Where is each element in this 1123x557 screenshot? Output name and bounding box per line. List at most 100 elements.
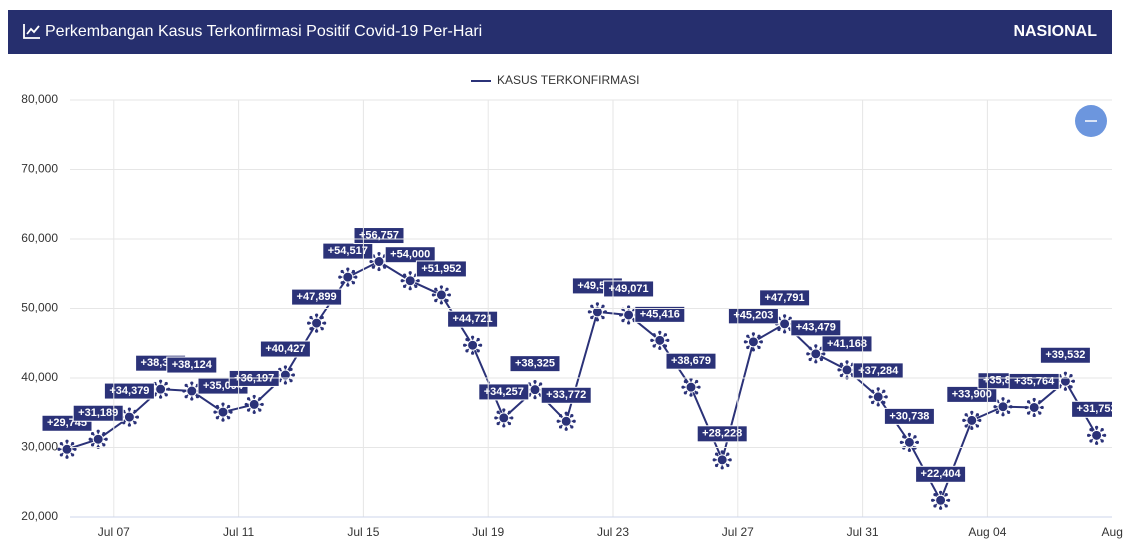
marker-spike-tip: [757, 334, 761, 338]
data-label-box: [759, 289, 811, 307]
data-label-box: [946, 385, 998, 403]
data-label: +47,899: [297, 291, 337, 303]
marker-spike-tip: [408, 271, 412, 275]
marker-spike-tip: [590, 315, 594, 320]
marker-spike-tip: [502, 408, 506, 412]
marker-spike-tip: [1089, 428, 1093, 432]
marker-spike-tip: [939, 490, 943, 494]
marker-spike-tip: [695, 391, 699, 395]
marker-body: [623, 309, 635, 321]
marker-spike-tip: [621, 319, 625, 323]
marker-body: [279, 369, 291, 381]
y-tick-label: 40,000: [21, 370, 58, 384]
marker-body: [997, 401, 1009, 413]
marker-body: [155, 383, 167, 395]
marker-spike-tip: [746, 345, 750, 350]
marker-spike-tip: [839, 373, 843, 378]
marker-body: [311, 317, 323, 329]
marker-spike-tip: [434, 287, 438, 291]
marker-spike-tip: [978, 418, 982, 422]
marker-body: [654, 334, 666, 346]
marker-body: [404, 275, 416, 287]
marker-spike-tip: [252, 410, 256, 415]
header-icon: [23, 24, 40, 39]
marker-spike-tip: [439, 285, 443, 289]
marker-spike-tip: [1063, 371, 1067, 375]
data-label-box: [1071, 400, 1112, 418]
marker-spike-tip: [1038, 411, 1042, 415]
virus-marker: [494, 408, 514, 428]
marker-spike-tip: [1095, 425, 1099, 429]
data-label: +45,416: [640, 308, 680, 320]
data-label-box: [696, 425, 748, 443]
marker-spike-tip: [260, 402, 264, 407]
marker-spike-tip: [590, 304, 594, 308]
marker-spike-tip: [90, 431, 95, 436]
marker-spike-tip: [814, 360, 818, 364]
y-tick-label: 70,000: [21, 162, 58, 176]
marker-spike-tip: [502, 424, 506, 428]
marker-spike-tip: [751, 348, 756, 352]
marker-spike-tip: [246, 397, 251, 401]
x-tick-label: Jul 27: [722, 525, 754, 539]
marker-spike-tip: [1069, 385, 1073, 389]
marker-spike-tip: [558, 425, 563, 429]
virus-marker: [244, 394, 264, 415]
marker-spike-tip: [837, 368, 841, 372]
marker-spike-tip: [351, 281, 356, 285]
marker-spike-tip: [899, 440, 904, 444]
marker-spike-tip: [510, 416, 514, 420]
marker-spike-tip: [663, 344, 668, 348]
data-label: +45,203: [733, 310, 773, 322]
marker-spike-tip: [663, 333, 668, 337]
marker-spike-tip: [184, 383, 188, 387]
marker-body: [1059, 375, 1071, 387]
data-label-box: [852, 362, 904, 380]
data-label-box: [103, 382, 155, 400]
marker-spike-tip: [258, 408, 262, 412]
marker-spike-tip: [1032, 413, 1036, 418]
data-label-box: [915, 465, 967, 483]
marker-body: [123, 411, 135, 423]
marker-spike-tip: [479, 343, 483, 347]
marker-spike-tip: [402, 273, 407, 277]
data-label: +54,517: [328, 245, 368, 257]
marker-spike-tip: [822, 352, 826, 356]
marker-spike-tip: [913, 446, 917, 450]
marker-body: [467, 339, 479, 351]
marker-spike-tip: [697, 385, 701, 389]
marker-spike-tip: [931, 498, 935, 502]
data-label: +44,721: [453, 313, 493, 325]
marker-spike-tip: [400, 279, 404, 283]
marker-spike-tip: [1009, 405, 1013, 409]
marker-spike-tip: [73, 447, 77, 451]
marker-spike-tip: [777, 327, 781, 332]
marker-spike-tip: [434, 298, 438, 303]
marker-spike-tip: [587, 310, 592, 314]
data-label-box: [603, 280, 655, 298]
marker-spike-tip: [289, 367, 293, 371]
data-label-box: [665, 352, 717, 370]
marker-spike-tip: [907, 448, 912, 452]
marker-spike-tip: [320, 327, 324, 331]
marker-spike-tip: [533, 380, 537, 384]
virus-marker: [338, 267, 358, 287]
marker-spike-tip: [788, 316, 792, 320]
marker-spike-tip: [902, 435, 906, 439]
marker-spike-tip: [71, 453, 75, 457]
data-label: +49,071: [609, 283, 649, 295]
marker-spike-tip: [1095, 441, 1099, 445]
marker-spike-tip: [465, 349, 469, 353]
marker-spike-tip: [1001, 413, 1005, 417]
marker-spike-tip: [315, 329, 319, 333]
marker-body: [1091, 429, 1103, 441]
marker-body: [903, 436, 915, 448]
marker-spike-tip: [59, 453, 63, 457]
marker-spike-tip: [962, 418, 966, 422]
legend-label: KASUS TERKONFIRMASI: [497, 73, 639, 87]
data-label: +34,379: [109, 385, 149, 397]
marker-spike-tip: [291, 373, 295, 377]
data-label-box: [634, 305, 686, 323]
marker-spike-tip: [307, 321, 311, 325]
x-tick-label: Jul 23: [597, 525, 629, 539]
